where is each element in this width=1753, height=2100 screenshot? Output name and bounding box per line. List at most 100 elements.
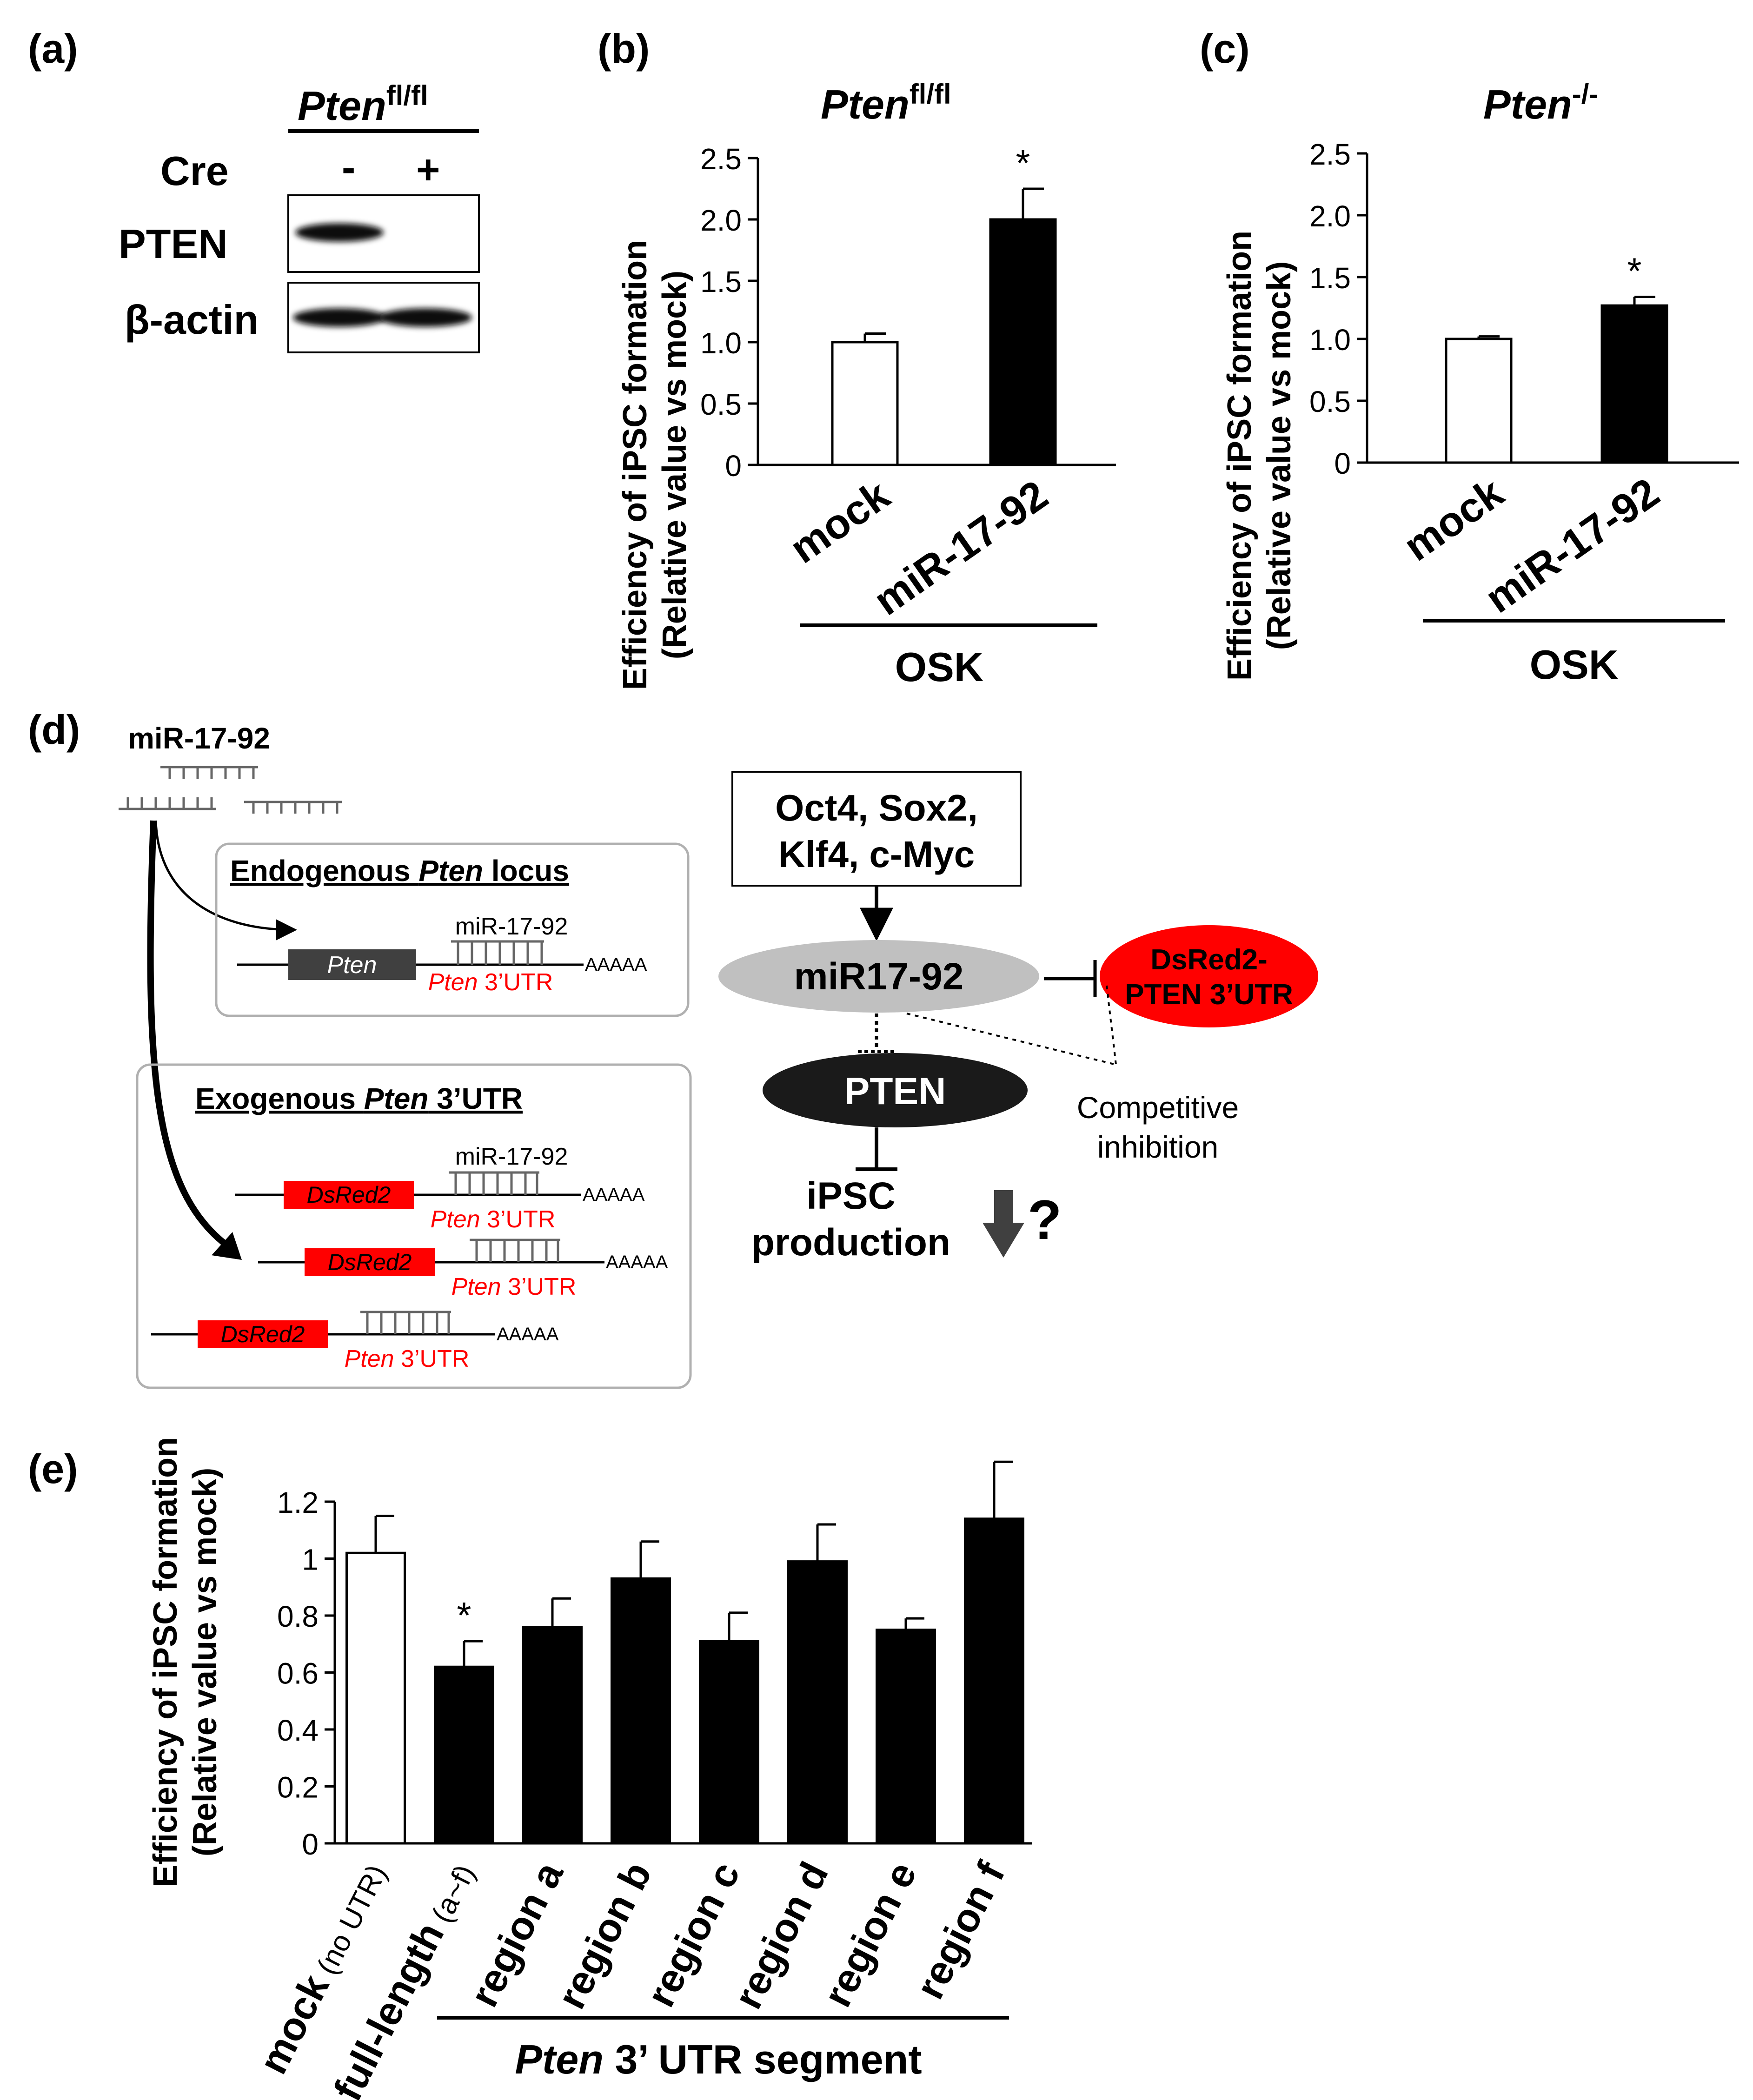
blot-row-pten-label: PTEN bbox=[119, 221, 228, 267]
svg-text:(Relative value vs mock): (Relative value vs mock) bbox=[1261, 261, 1298, 650]
arrow-to-exogenous-head bbox=[212, 1232, 242, 1260]
mir-node-label: miR17-92 bbox=[794, 955, 964, 998]
significance-star: * bbox=[457, 1595, 471, 1636]
exogenous-construct: DsRed2 AAAAA Pten 3’UTR bbox=[258, 1239, 668, 1300]
svg-text:(Relative value vs mock): (Relative value vs mock) bbox=[186, 1468, 224, 1856]
lane-plus-label: + bbox=[416, 146, 440, 192]
panel-d-label: (d) bbox=[28, 707, 80, 753]
category-label: mock bbox=[1396, 469, 1513, 570]
reporter-node bbox=[1100, 925, 1318, 1027]
pten-band-minus bbox=[295, 223, 384, 242]
y-tick-label: 0.5 bbox=[1309, 385, 1351, 418]
exogenous-box bbox=[136, 1063, 692, 1389]
endogenous-box bbox=[215, 842, 690, 1017]
ipsc-line-1: iPSC bbox=[806, 1175, 895, 1217]
chart-b-title: Ptenfl/fl bbox=[821, 79, 951, 127]
reporter-node-line-2: PTEN 3’UTR bbox=[1125, 979, 1293, 1011]
y-tick-label: 1.2 bbox=[277, 1486, 319, 1519]
panel-b: (b) Ptenfl/fl Efficiency of iPSC formati… bbox=[598, 26, 1116, 690]
y-tick-label: 1.0 bbox=[700, 326, 742, 360]
construct-3-reporter bbox=[198, 1320, 328, 1348]
construct-2-reporter bbox=[305, 1248, 435, 1276]
bar bbox=[522, 1626, 583, 1845]
mir-node bbox=[718, 940, 1039, 1013]
bar bbox=[787, 1560, 848, 1845]
construct-1-reporter-label: DsRed2 bbox=[307, 1182, 391, 1208]
chart-c-title: Pten-/- bbox=[1483, 79, 1598, 127]
question-mark: ? bbox=[1028, 1189, 1062, 1251]
endogenous-utr-label: Pten 3’UTR bbox=[428, 969, 553, 996]
panel-e-label: (e) bbox=[28, 1446, 78, 1492]
y-tick-label: 1.0 bbox=[1309, 323, 1351, 357]
y-tick-label: 1.5 bbox=[700, 265, 742, 298]
panel-e: (e) Efficiency of iPSC formation (Relati… bbox=[28, 1437, 1032, 2100]
svg-text:Efficiency of iPSC formation: Efficiency of iPSC formation bbox=[1221, 231, 1258, 681]
y-tick-label: 0.6 bbox=[277, 1657, 319, 1690]
bar bbox=[611, 1577, 671, 1845]
ipsc-line-2: production bbox=[751, 1221, 950, 1264]
blot-row-actin-label: β-actin bbox=[125, 297, 259, 343]
construct-1-utr-label: Pten 3’UTR bbox=[431, 1206, 556, 1233]
competitive-dotted-1 bbox=[906, 1013, 1116, 1066]
significance-star: * bbox=[1627, 251, 1641, 292]
panel-b-label: (b) bbox=[598, 26, 650, 72]
category-label: miR-17-92 bbox=[866, 471, 1056, 624]
exogenous-construct: DsRed2 AAAAA Pten 3’UTR bbox=[151, 1311, 559, 1372]
y-tick-label: 0.2 bbox=[277, 1771, 319, 1804]
category-label: mock bbox=[782, 471, 899, 572]
arrow-to-exogenous bbox=[147, 820, 230, 1249]
construct-3-mirna bbox=[360, 1311, 451, 1334]
competitive-line-2: inhibition bbox=[1097, 1130, 1219, 1164]
construct-3-utr-label: Pten 3’UTR bbox=[345, 1345, 470, 1372]
y-tick-label: 0 bbox=[725, 449, 742, 483]
factors-line-2: Klf4, c-Myc bbox=[778, 834, 975, 875]
svg-text:Efficiency of iPSC formation: Efficiency of iPSC formation bbox=[617, 240, 654, 690]
genotype-label: Ptenfl/fl bbox=[298, 80, 428, 129]
reporter-node-line-1: DsRed2- bbox=[1150, 944, 1268, 976]
chart-e-group-label: Pten 3’ UTR segment bbox=[515, 2036, 922, 2082]
chart-b-ylabel: Efficiency of iPSC formation (Relative v… bbox=[617, 240, 693, 690]
factors-line-1: Oct4, Sox2, bbox=[775, 787, 978, 828]
y-tick-label: 0.8 bbox=[277, 1600, 319, 1633]
exogenous-title: Exogenous Pten 3’UTR bbox=[195, 1082, 523, 1115]
construct-1-reporter bbox=[284, 1181, 414, 1209]
bar bbox=[699, 1640, 759, 1845]
bar bbox=[989, 218, 1057, 466]
svg-text:(Relative value vs mock): (Relative value vs mock) bbox=[656, 271, 693, 659]
panel-a: (a) Ptenfl/fl Cre - + PTEN β-actin bbox=[28, 26, 480, 353]
construct-2-utr-label: Pten 3’UTR bbox=[452, 1273, 577, 1300]
chart-c-plot: 0 0.5 1.0 1.5 2.0 2.5 mock * miR-17-92 bbox=[1309, 138, 1739, 622]
construct-2-reporter-label: DsRed2 bbox=[328, 1249, 412, 1275]
construct-3-reporter-label: DsRed2 bbox=[221, 1321, 305, 1347]
y-tick-label: 0.5 bbox=[700, 388, 742, 421]
endogenous-site-label: miR-17-92 bbox=[455, 913, 568, 940]
bar bbox=[1445, 338, 1513, 464]
y-tick-label: 0.4 bbox=[277, 1714, 319, 1747]
construct-2-polya: AAAAA bbox=[606, 1252, 668, 1272]
bar bbox=[876, 1629, 936, 1845]
y-tick-label: 1.5 bbox=[1309, 261, 1351, 295]
bar bbox=[964, 1517, 1024, 1845]
endogenous-gene-label: Pten bbox=[327, 952, 377, 979]
y-tick-label: 2.0 bbox=[700, 204, 742, 237]
mirna-title: miR-17-92 bbox=[128, 722, 270, 755]
chart-e-ylabel: Efficiency of iPSC formation (Relative v… bbox=[147, 1437, 224, 1887]
chart-c-group-label: OSK bbox=[1530, 642, 1619, 688]
bar bbox=[1600, 304, 1668, 464]
actin-band-minus bbox=[293, 308, 386, 327]
panel-a-label: (a) bbox=[28, 26, 78, 72]
pten-node-label: PTEN bbox=[844, 1070, 946, 1113]
construct-3-polya: AAAAA bbox=[497, 1324, 559, 1345]
actin-band-plus bbox=[379, 308, 472, 327]
factors-box bbox=[731, 771, 1022, 887]
construct-1-polya: AAAAA bbox=[583, 1185, 645, 1205]
y-tick-label: 1 bbox=[302, 1543, 319, 1577]
bar bbox=[345, 1551, 406, 1845]
pten-node bbox=[763, 1053, 1028, 1127]
cre-label: Cre bbox=[160, 148, 229, 194]
panel-c: (c) Pten-/- Efficiency of iPSC formation… bbox=[1200, 26, 1739, 688]
mirna-comb-icons bbox=[119, 766, 342, 814]
chart-b-plot: 0 0.5 1.0 1.5 2.0 2.5 mock * miR-17-92 bbox=[700, 142, 1116, 624]
